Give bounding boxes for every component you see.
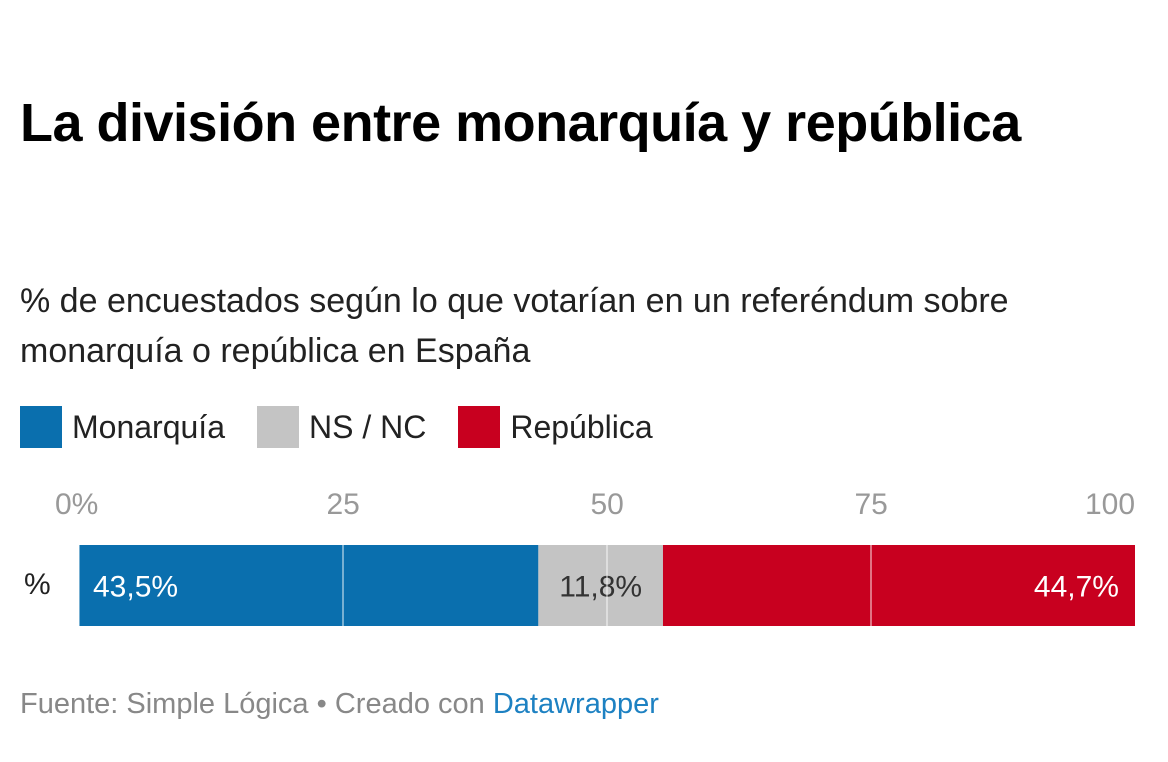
legend-swatch bbox=[458, 406, 501, 448]
bar-value-label: 43,5% bbox=[93, 571, 178, 604]
legend-item-republica: República bbox=[458, 406, 653, 448]
legend: Monarquía NS / NC República bbox=[20, 406, 685, 448]
row-label: % bbox=[24, 568, 51, 601]
chart-subtitle: % de encuestados según lo que votarían e… bbox=[20, 282, 1009, 370]
chart-title: La división entre monarquía y república bbox=[20, 93, 1021, 153]
legend-label: Monarquía bbox=[72, 408, 225, 445]
legend-swatch bbox=[20, 406, 62, 448]
bar-segment bbox=[79, 545, 539, 626]
legend-item-monarquia: Monarquía bbox=[20, 406, 225, 448]
legend-item-nsnc: NS / NC bbox=[256, 406, 427, 448]
datawrapper-link[interactable]: Datawrapper bbox=[492, 688, 659, 720]
legend-label: República bbox=[510, 408, 653, 445]
source: Fuente: Simple Lógica bbox=[20, 688, 309, 720]
legend-swatch bbox=[256, 406, 299, 448]
separator: • bbox=[308, 688, 335, 720]
x-tick-label: 50 bbox=[590, 488, 624, 521]
x-tick-label: 75 bbox=[854, 488, 888, 521]
legend-label: NS / NC bbox=[308, 408, 427, 445]
x-tick-label: 0% bbox=[55, 488, 99, 521]
bar-value-label: 44,7% bbox=[1034, 571, 1119, 604]
bar-value-label: 11,8% bbox=[559, 571, 642, 604]
bar-segment bbox=[538, 545, 663, 626]
bar-segment bbox=[662, 545, 1135, 626]
x-tick-label: 100 bbox=[1085, 488, 1136, 521]
footer: Fuente: Simple Lógica • Creado con Dataw… bbox=[20, 688, 659, 721]
created-with: Creado con bbox=[334, 688, 493, 720]
x-tick-label: 25 bbox=[326, 488, 360, 521]
